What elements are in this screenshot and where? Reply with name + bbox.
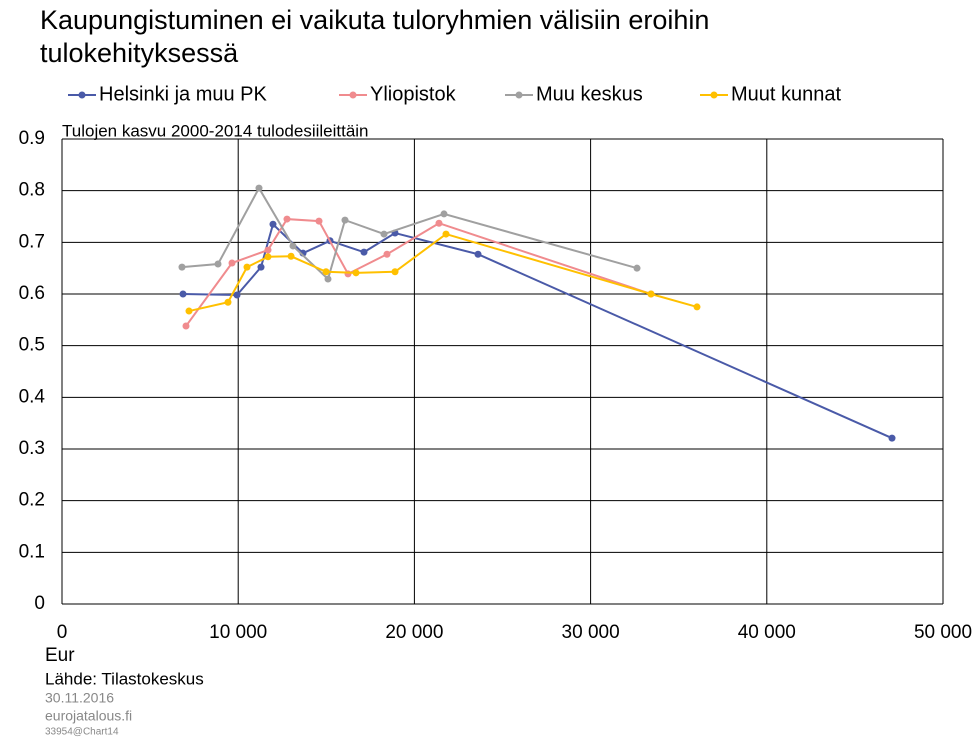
legend-marker xyxy=(515,91,523,99)
x-tick-label: 10 000 xyxy=(209,622,267,643)
data-point xyxy=(391,268,399,276)
series-line xyxy=(182,222,893,440)
data-point xyxy=(647,290,655,298)
site: eurojatalous.fi xyxy=(45,708,132,724)
data-point xyxy=(289,242,297,250)
data-point xyxy=(633,264,641,272)
data-point xyxy=(283,215,291,223)
data-point xyxy=(341,216,349,224)
data-point xyxy=(383,250,391,258)
data-point xyxy=(264,253,272,261)
data-point xyxy=(442,230,450,238)
data-point xyxy=(352,269,360,277)
y-tick-label: 0.3 xyxy=(19,438,45,459)
data-point xyxy=(233,291,241,299)
data-point xyxy=(315,217,323,225)
chart-title: Kaupungistuminen ei vaikuta tuloryhmien … xyxy=(40,5,710,68)
data-point xyxy=(474,250,482,258)
y-tick-label: 0.8 xyxy=(19,180,45,201)
data-point xyxy=(185,307,193,315)
data-point xyxy=(224,298,232,306)
y-tick-label: 0.5 xyxy=(19,335,45,356)
legend-marker xyxy=(78,91,86,99)
date: 30.11.2016 xyxy=(45,690,114,706)
data-point xyxy=(287,252,295,260)
data-point xyxy=(178,263,186,271)
data-point xyxy=(255,184,263,192)
legend-label: Yliopistok xyxy=(370,83,457,105)
data-point xyxy=(269,220,277,228)
data-point xyxy=(214,260,222,268)
x-tick-label: 50 000 xyxy=(914,622,972,643)
data-point xyxy=(693,303,701,311)
source: Lähde: Tilastokeskus xyxy=(45,669,204,688)
data-point xyxy=(888,434,896,442)
legend-label: Muu keskus xyxy=(536,83,643,105)
data-point xyxy=(179,290,187,298)
x-tick-label: 0 xyxy=(57,622,68,643)
y-tick-label: 0.4 xyxy=(19,386,46,407)
legend-marker xyxy=(349,91,357,99)
legend-marker xyxy=(710,91,718,99)
y-tick-label: 0.1 xyxy=(19,541,45,562)
data-point xyxy=(324,275,332,283)
x-tick-label: 20 000 xyxy=(385,622,443,643)
y-tick-label: 0.6 xyxy=(19,283,45,304)
x-tick-label: 40 000 xyxy=(738,622,796,643)
legend-label: Helsinki ja muu PK xyxy=(99,83,268,105)
legend-label: Muut kunnat xyxy=(731,83,842,105)
data-point xyxy=(344,270,352,278)
data-point xyxy=(380,230,388,238)
data-point xyxy=(228,259,236,267)
data-point xyxy=(182,322,190,330)
x-tick-label: 30 000 xyxy=(562,622,620,643)
data-point xyxy=(243,263,251,271)
x-axis-label: Eur xyxy=(45,645,75,666)
chart-id: 33954@Chart14 xyxy=(45,727,119,738)
y-tick-label: 0.9 xyxy=(19,128,45,149)
y-tick-label: 0 xyxy=(34,593,45,614)
data-point xyxy=(322,268,330,276)
data-point xyxy=(435,219,443,227)
data-point xyxy=(257,263,265,271)
data-point xyxy=(440,210,448,218)
subtitle: Tulojen kasvu 2000-2014 tulodesiileittäi… xyxy=(62,121,369,140)
data-point xyxy=(264,246,272,254)
y-tick-label: 0.2 xyxy=(19,490,45,511)
data-point xyxy=(360,248,368,256)
y-tick-label: 0.7 xyxy=(19,231,45,252)
